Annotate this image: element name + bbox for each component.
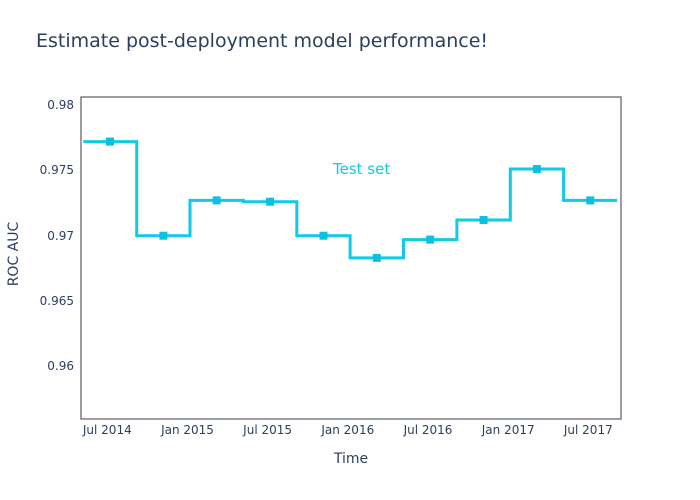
y-tick-label: 0.98 [47, 98, 74, 112]
x-tick-label: Jan 2016 [321, 423, 375, 437]
data-point-marker[interactable] [586, 196, 595, 205]
x-tick-label: Jan 2017 [481, 423, 535, 437]
plot-border [80, 96, 622, 420]
data-point-marker[interactable] [159, 231, 168, 240]
data-point-marker[interactable] [479, 216, 488, 224]
data-point-marker[interactable] [266, 197, 275, 206]
data-point-marker[interactable] [212, 196, 221, 205]
data-point-marker[interactable] [532, 165, 541, 173]
y-tick-label: 0.965 [39, 294, 74, 308]
x-tick-label: Jul 2016 [403, 423, 453, 437]
y-tick-label: 0.97 [47, 228, 74, 243]
test-set-annotation: Test set [333, 160, 391, 178]
y-tick-label: 0.96 [47, 359, 74, 374]
data-point-marker[interactable] [372, 253, 381, 262]
x-tick-label: Jan 2015 [161, 423, 214, 437]
x-tick-label: Jul 2017 [563, 423, 613, 437]
x-tick-label: Jul 2014 [82, 423, 132, 437]
data-point-marker[interactable] [106, 137, 114, 146]
chart-title: Estimate post-deployment model performan… [36, 30, 489, 52]
data-point-marker[interactable] [319, 231, 328, 240]
x-axis-title: Time [333, 451, 369, 467]
y-tick-label: 0.975 [39, 163, 74, 178]
data-point-marker[interactable] [426, 235, 435, 244]
x-tick-label: Jul 2015 [243, 423, 293, 437]
step-line [83, 140, 617, 260]
